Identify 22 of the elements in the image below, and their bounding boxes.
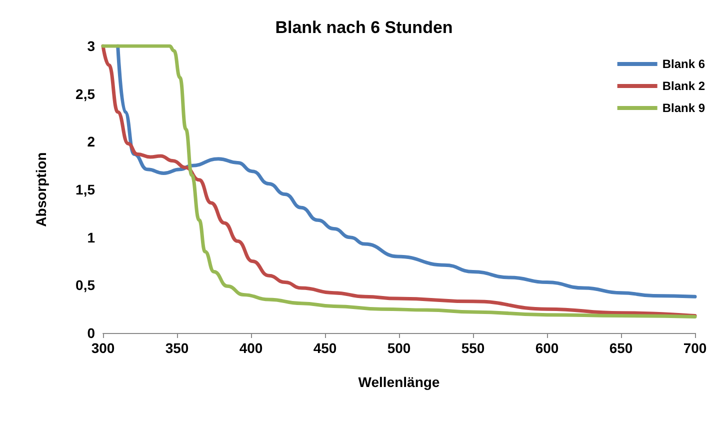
legend-label: Blank 2 xyxy=(662,79,706,93)
legend-label: Blank 6 xyxy=(662,57,706,71)
x-tick-label: 450 xyxy=(313,340,337,356)
y-tick-label: 0 xyxy=(87,325,96,341)
y-axis-title: Absorption xyxy=(33,152,49,227)
y-tick-label: 1,5 xyxy=(76,182,96,198)
x-axis-title: Wellenlänge xyxy=(358,374,440,390)
x-tick-label: 600 xyxy=(535,340,559,356)
y-tick-label: 1 xyxy=(87,229,96,246)
x-tick-label: 350 xyxy=(165,340,189,356)
y-tick-label: 2 xyxy=(87,134,96,150)
legend-label: Blank 9 xyxy=(662,101,706,115)
x-tick-label: 550 xyxy=(461,340,485,356)
x-tick-label: 300 xyxy=(91,340,115,356)
x-tick-label: 500 xyxy=(387,340,411,356)
y-tick-label: 0,5 xyxy=(76,277,96,294)
chart-title: Blank nach 6 Stunden xyxy=(275,18,453,37)
x-tick-label: 700 xyxy=(683,340,707,356)
x-tick-label: 400 xyxy=(239,340,263,356)
y-tick-label: 3 xyxy=(87,38,96,54)
x-tick-label: 650 xyxy=(609,340,633,356)
y-tick-label: 2,5 xyxy=(76,86,96,102)
